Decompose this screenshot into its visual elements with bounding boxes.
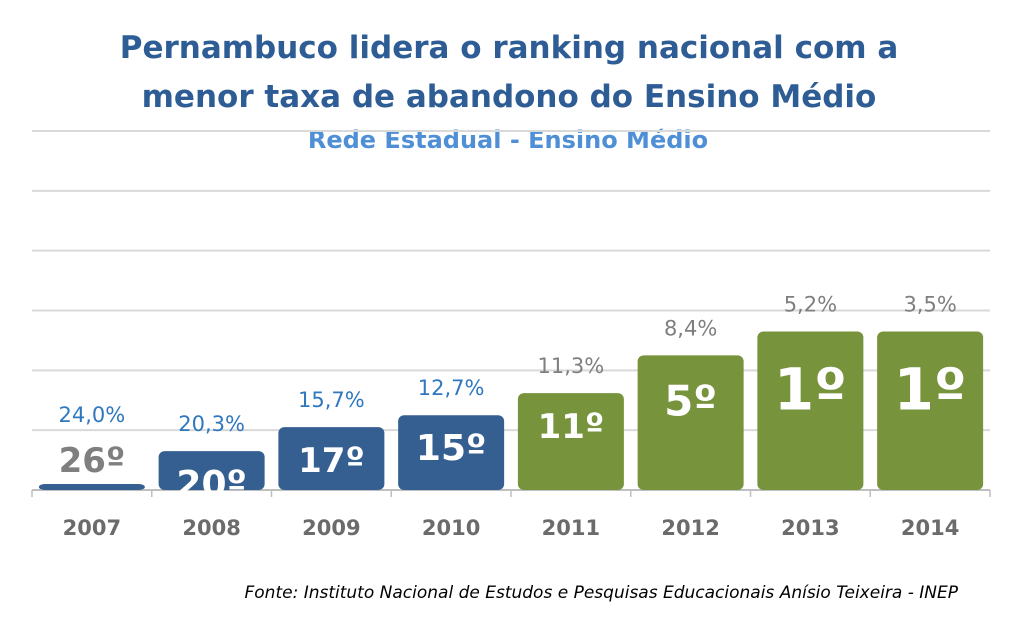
bars bbox=[38, 331, 984, 491]
year-label-2012: 2012 bbox=[661, 516, 719, 540]
value-label-2008: 20,3% bbox=[178, 412, 245, 436]
rank-label-2008: 20º bbox=[176, 464, 246, 505]
value-label-2007: 24,0% bbox=[59, 403, 126, 427]
rank-label-2010: 15º bbox=[416, 428, 486, 469]
value-label-2011: 11,3% bbox=[538, 354, 605, 378]
year-label-2008: 2008 bbox=[182, 516, 240, 540]
chart-title-line-2: menor taxa de abandono do Ensino Médio bbox=[142, 79, 877, 115]
source-note: Fonte: Instituto Nacional de Estudos e P… bbox=[245, 583, 959, 603]
value-label-2013: 5,2% bbox=[784, 292, 837, 316]
rank-label-2007: 26º bbox=[59, 441, 126, 481]
value-label-2014: 3,5% bbox=[903, 292, 956, 316]
year-label-2007: 2007 bbox=[63, 516, 121, 540]
year-label-2011: 2011 bbox=[542, 516, 600, 540]
bar-2014 bbox=[877, 331, 984, 490]
year-label-2009: 2009 bbox=[302, 516, 360, 540]
value-label-2012: 8,4% bbox=[664, 316, 717, 340]
bar-2008 bbox=[158, 451, 265, 490]
year-label-2013: 2013 bbox=[781, 516, 839, 540]
chart-title-line-1: Pernambuco lidera o ranking nacional com… bbox=[120, 30, 899, 66]
bar-2011 bbox=[517, 393, 624, 490]
bar-2009 bbox=[278, 427, 385, 490]
year-label-2014: 2014 bbox=[901, 516, 959, 540]
bar-2012 bbox=[637, 355, 744, 491]
rank-label-2014: 1º bbox=[894, 355, 967, 423]
value-label-2009: 15,7% bbox=[298, 388, 365, 412]
rank-labels: 26º 20º 17º 15º 11º 5º 1º 1º bbox=[59, 355, 967, 505]
rank-label-2011: 11º bbox=[538, 407, 605, 447]
value-label-2010: 12,7% bbox=[418, 376, 485, 400]
bar-2010 bbox=[398, 415, 505, 490]
year-labels: 2007 2008 2009 2010 2011 2012 2013 2014 bbox=[63, 516, 960, 540]
year-label-2010: 2010 bbox=[422, 516, 480, 540]
rank-label-2012: 5º bbox=[664, 376, 717, 425]
rank-label-2013: 1º bbox=[774, 355, 847, 423]
bar-2007 bbox=[38, 484, 145, 490]
rank-label-2009: 17º bbox=[298, 441, 365, 481]
bar-2013 bbox=[757, 331, 864, 490]
value-labels: 24,0% 20,3% 15,7% 12,7% 11,3% 8,4% 5,2% 3,5% bbox=[59, 292, 957, 436]
chart-title: Pernambuco lidera o ranking nacional com… bbox=[120, 30, 899, 115]
